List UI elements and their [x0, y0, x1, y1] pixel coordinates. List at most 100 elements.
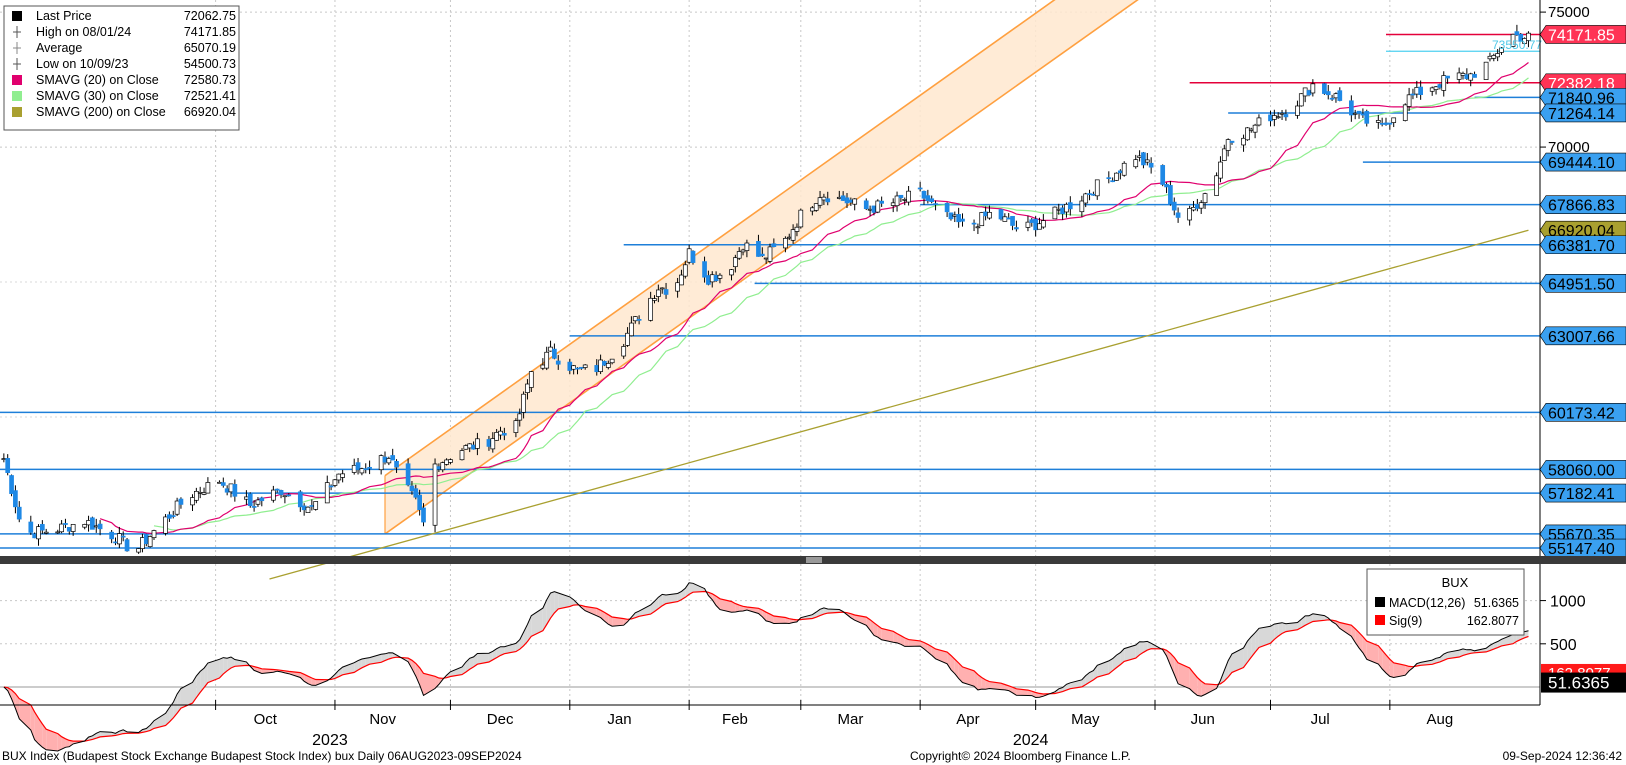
macd-fill-band	[1351, 625, 1356, 643]
candle-body	[140, 537, 145, 549]
macd-fill-band	[689, 582, 693, 595]
candle-body	[794, 226, 800, 232]
candle-body	[609, 358, 615, 364]
macd-fill-band	[57, 733, 62, 752]
candle-body	[167, 514, 172, 519]
macd-fill-band	[558, 593, 570, 609]
candle-body	[1245, 127, 1250, 141]
macd-line	[3, 582, 1529, 752]
macd-fill-band	[739, 605, 744, 612]
candle-body	[582, 364, 588, 368]
candle-body	[232, 484, 238, 497]
macd-fill-band	[462, 662, 466, 675]
candle-body	[244, 496, 249, 500]
candle-body	[948, 212, 954, 220]
macd-legend-title: BUX	[1442, 575, 1469, 590]
candle-body	[63, 523, 68, 525]
candle-body	[1522, 38, 1527, 44]
macd-fill-band	[981, 677, 986, 690]
x-month-label: Oct	[254, 711, 278, 728]
candle-body	[917, 187, 923, 190]
macd-fill-band	[1108, 658, 1113, 674]
macd-tick-label: 500	[1550, 637, 1577, 654]
macd-fill-band	[1274, 623, 1279, 640]
macd-fill-band	[1366, 641, 1379, 665]
macd-fill-band	[666, 593, 678, 604]
candle-body	[255, 499, 261, 505]
candle-body	[1356, 110, 1362, 114]
price-tick-label: 75000	[1548, 4, 1590, 21]
candle-body	[1279, 112, 1285, 115]
candle-body	[1160, 165, 1166, 185]
macd-fill-band	[596, 608, 601, 618]
candle-body	[1518, 33, 1524, 42]
price-label-bg	[1539, 152, 1626, 172]
macd-fill-band	[1201, 681, 1206, 697]
candle-body	[1472, 73, 1477, 78]
candle-body	[759, 253, 765, 257]
candle-body	[1406, 94, 1412, 107]
macd-fill-band	[685, 582, 690, 598]
macd-fill-band	[42, 724, 47, 750]
macd-fill-band	[1312, 613, 1325, 622]
candle-body	[975, 226, 981, 229]
macd-fill-band	[1193, 672, 1198, 696]
macd-fill-band	[893, 631, 898, 643]
candle-body	[709, 274, 715, 283]
candle-body	[382, 456, 388, 463]
macd-fill-band	[1382, 650, 1386, 674]
candle-body	[5, 458, 11, 473]
candle-body	[756, 241, 761, 257]
candle-body	[1348, 100, 1354, 116]
candle-body	[251, 506, 257, 508]
candle-body	[174, 500, 180, 515]
macd-fill-band	[1285, 622, 1298, 632]
candle-body	[1456, 72, 1462, 80]
candle-body	[309, 505, 315, 507]
macd-fill-band	[435, 676, 439, 689]
macd-legend-value: 162.8077	[1467, 614, 1519, 628]
macd-panel: 1000 500 162.8077 51.6365	[0, 564, 1626, 752]
macd-fill-band	[419, 667, 424, 696]
macd-fill-band	[608, 614, 613, 627]
macd-fill-band	[392, 652, 397, 658]
macd-fill-band	[308, 676, 312, 686]
macd-fill-band	[196, 671, 201, 698]
candle-body	[228, 483, 234, 493]
legend-value: 72062.75	[184, 9, 236, 23]
candle-body	[498, 430, 503, 436]
panel-divider-grip[interactable]	[806, 557, 822, 563]
candle-body	[1029, 219, 1035, 223]
candle-body	[987, 211, 992, 219]
candle-body	[1364, 111, 1370, 124]
candle-body	[1491, 55, 1497, 59]
price-label-bg	[1539, 326, 1626, 346]
candle-body	[1468, 73, 1474, 81]
macd-fill-band	[500, 646, 505, 656]
candle-body	[463, 445, 469, 450]
candle-body	[1418, 86, 1424, 95]
candle-body	[9, 475, 14, 494]
candle-body	[1241, 137, 1246, 146]
price-label-text: 64951.50	[1548, 276, 1615, 293]
candle-body	[417, 494, 422, 511]
macd-fill-band	[1486, 645, 1490, 652]
candle-body	[355, 462, 361, 470]
candle-body	[663, 289, 669, 295]
macd-fill-band	[623, 618, 628, 626]
panel-divider[interactable]	[0, 556, 1626, 564]
candle-body	[925, 195, 931, 202]
macd-fill-band	[708, 592, 713, 600]
candle-body	[1025, 221, 1031, 228]
macd-fill-band	[900, 635, 905, 647]
candle-body	[1067, 202, 1073, 210]
macd-fill-band	[234, 659, 247, 667]
candle-body	[1006, 217, 1012, 220]
candle-body	[1052, 206, 1058, 220]
candle-body	[66, 527, 72, 532]
footer-right: 09-Sep-2024 12:36:42	[1503, 749, 1623, 763]
candle-body	[525, 383, 530, 393]
candle-body	[898, 194, 904, 199]
candle-body	[1040, 220, 1046, 228]
candle-body	[120, 535, 126, 538]
